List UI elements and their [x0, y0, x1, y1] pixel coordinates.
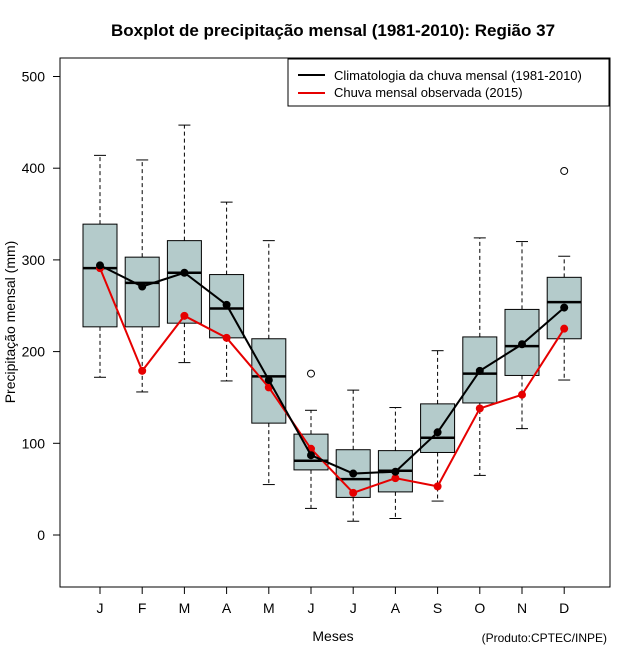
x-tick-label: D — [559, 600, 569, 616]
legend-label-climatology: Climatologia da chuva mensal (1981-2010) — [334, 68, 582, 83]
box-F-1 — [124, 159, 160, 393]
point-observed — [391, 474, 400, 483]
point-observed — [518, 390, 526, 399]
x-tick-label: M — [179, 600, 191, 616]
x-tick-label: O — [474, 600, 485, 616]
box-J-6 — [335, 389, 371, 522]
x-tick-label: J — [308, 600, 315, 616]
point-climatology — [180, 268, 189, 277]
point-observed — [433, 482, 442, 491]
series-line-observed — [99, 267, 566, 494]
box-iqr — [124, 256, 160, 328]
point-climatology — [560, 303, 569, 312]
legend: Climatologia da chuva mensal (1981-2010)… — [287, 58, 610, 107]
point-climatology — [222, 300, 231, 309]
box-O-9 — [462, 237, 498, 476]
outlier-point — [307, 369, 315, 378]
series-line-climatology — [99, 264, 565, 475]
box-M-4 — [251, 240, 287, 486]
box-S-8 — [420, 350, 456, 502]
chart-title: Boxplot de precipitação mensal (1981-201… — [111, 21, 555, 40]
x-tick-label: A — [391, 600, 401, 616]
point-climatology — [307, 451, 315, 460]
x-tick-label: A — [222, 600, 232, 616]
point-observed — [138, 366, 147, 375]
box-iqr — [293, 433, 329, 471]
box-A-3 — [209, 201, 245, 382]
legend-label-observed: Chuva mensal observada (2015) — [334, 85, 523, 100]
point-climatology — [138, 282, 147, 291]
series-layer — [96, 261, 569, 497]
point-climatology — [475, 366, 484, 375]
point-climatology — [433, 428, 442, 437]
box-iqr — [420, 403, 456, 453]
x-tick-label: S — [433, 600, 442, 616]
box-M-2 — [166, 124, 202, 364]
boxes-layer — [82, 124, 582, 522]
point-observed — [475, 404, 484, 413]
legend-box — [287, 58, 610, 107]
x-tick-label: N — [517, 600, 527, 616]
box-J-0 — [82, 154, 118, 378]
x-tick-label: M — [263, 600, 275, 616]
y-tick-label: 400 — [22, 160, 46, 176]
point-climatology — [349, 469, 358, 478]
box-iqr — [82, 223, 118, 328]
outlier-point — [560, 166, 569, 175]
y-tick-label: 500 — [22, 69, 46, 85]
box-A-7 — [377, 407, 413, 519]
x-axis-label: Meses — [312, 628, 353, 644]
x-tick-label: J — [97, 600, 104, 616]
point-observed — [222, 333, 231, 342]
y-axis: 0 100 200 300 400 500 — [22, 69, 60, 543]
x-tick-label: F — [138, 600, 147, 616]
credit-text: (Produto:CPTEC/INPE) — [482, 631, 607, 645]
x-tick-label: J — [350, 600, 357, 616]
y-tick-label: 100 — [22, 435, 46, 451]
point-climatology — [391, 467, 400, 476]
point-observed — [180, 311, 189, 320]
y-tick-label: 300 — [22, 252, 46, 268]
y-axis-label: Precipitação mensal (mm) — [2, 241, 18, 404]
point-climatology — [96, 261, 104, 270]
point-climatology — [264, 376, 273, 385]
y-tick-label: 200 — [22, 344, 46, 360]
point-observed — [349, 488, 358, 497]
box-J-5 — [293, 369, 329, 509]
point-climatology — [518, 340, 526, 349]
point-observed — [560, 324, 569, 333]
y-tick-label: 0 — [37, 527, 45, 543]
plot-frame — [59, 57, 611, 588]
